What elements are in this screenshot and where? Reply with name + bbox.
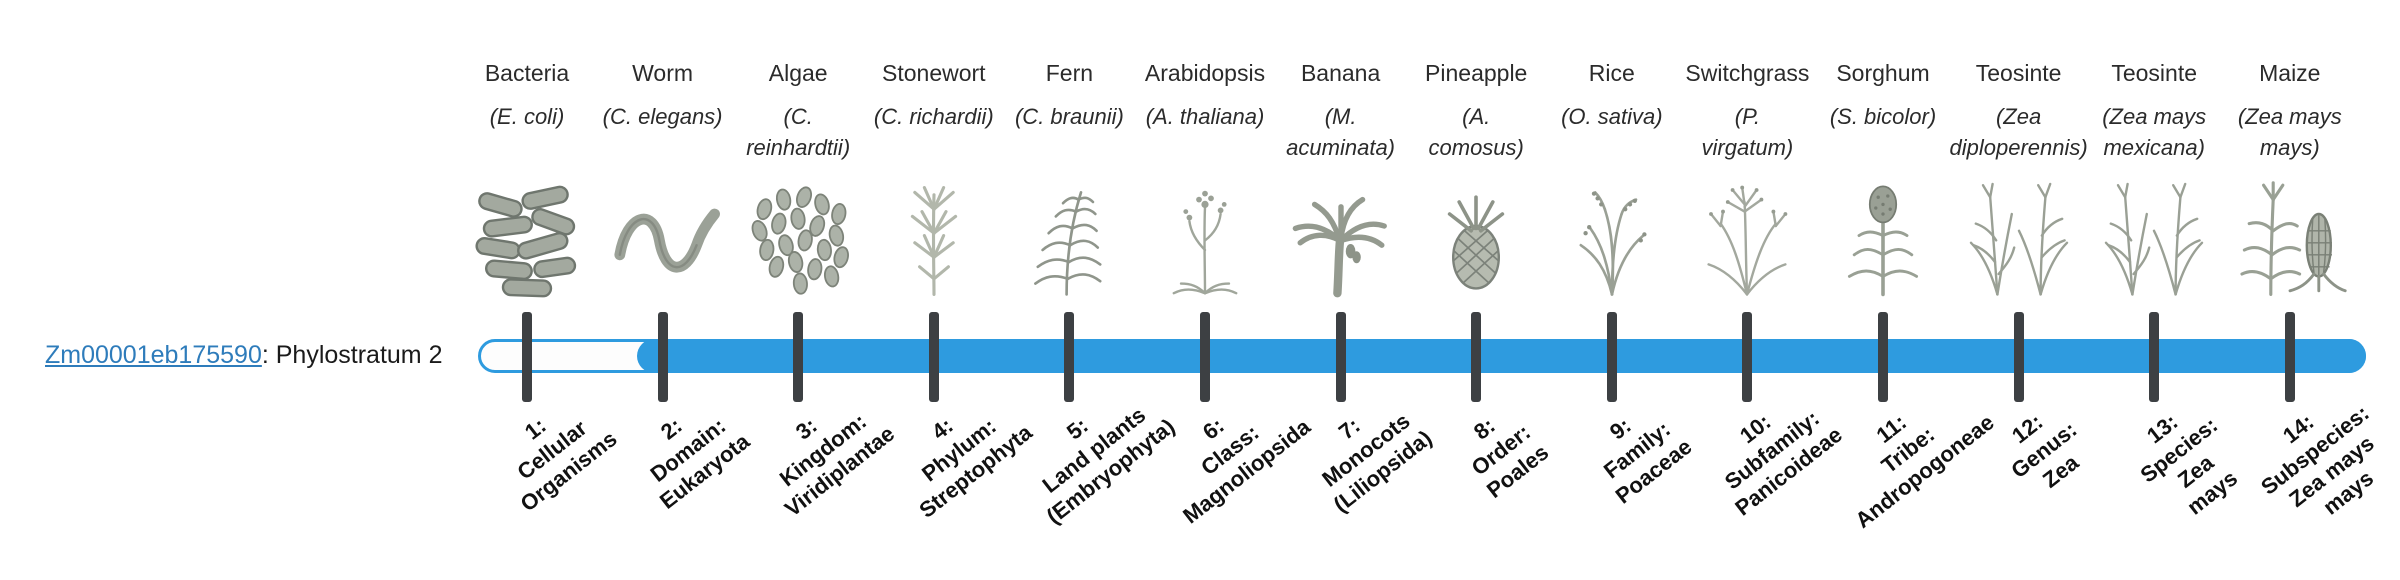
organism-scientific-name-line: (C. braunii)	[1014, 104, 1124, 129]
phylostratum-label-8: 8: Order: Poales	[1448, 396, 1554, 504]
phylostratum-tick-8	[1471, 312, 1482, 402]
phylostratum-bar-fill	[636, 339, 2366, 373]
organism-scientific-name-line: mexicana)	[2103, 135, 2205, 160]
phylostratum-tick-7	[1335, 312, 1346, 402]
organism-common-name: Teosinte	[2111, 60, 2198, 86]
organism-scientific-name-line: diploperennis)	[1949, 135, 2088, 160]
organism-scientific-name: (Zea mays mexicana)	[2102, 101, 2206, 163]
phylostratum-tick-4	[928, 312, 939, 402]
phylostratum-tick-12	[2013, 312, 2024, 402]
phylostratum-label-12: 12: Genus: Zea	[1989, 395, 2099, 505]
phylostratum-label-14: 14: Subspecies: Zea mays mays	[2239, 378, 2400, 543]
organism-scientific-name-line: (Zea mays	[2102, 104, 2207, 129]
banana-icon	[1275, 178, 1407, 298]
organism-scientific-name-line: mays)	[2259, 135, 2320, 160]
gene-phylostratum-text: : Phylostratum 2	[261, 341, 443, 369]
phylostratum-tick-6	[1200, 312, 1210, 402]
organism-scientific-name-line: (C. richardii)	[873, 104, 994, 129]
organism-common-name: Algae	[768, 60, 828, 86]
organism-scientific-name: (C. reinhardtii)	[746, 101, 850, 163]
organism-scientific-name: (O. sativa)	[1561, 101, 1662, 132]
organism-scientific-name-line: (P.	[1734, 104, 1761, 129]
organism-scientific-name: (S. bicolor)	[1830, 101, 1936, 132]
phylostratum-tick-3	[793, 312, 804, 402]
organism-scientific-name: (A. comosus)	[1429, 101, 1524, 163]
organism-common-name: Pineapple	[1425, 60, 1528, 86]
organism-scientific-name-line: (C. elegans)	[602, 104, 723, 129]
algae-icon	[732, 178, 864, 298]
organism-common-name: Teosinte	[1975, 60, 2062, 86]
pineapple-icon	[1410, 178, 1542, 298]
phylostratum-label-13: 13: Species: Zea mays	[2119, 390, 2257, 531]
phylostratum-tick-13	[2149, 312, 2160, 402]
organism-scientific-name: (E. coli)	[490, 101, 565, 132]
stonewort-icon	[868, 178, 1000, 298]
organism-scientific-name: (Zea diploperennis)	[1949, 101, 2087, 163]
phylostratum-tick-2	[657, 312, 668, 402]
organism-scientific-name-line: (A. thaliana)	[1145, 104, 1265, 129]
phylostratum-tick-1	[522, 312, 532, 402]
worm-icon	[597, 178, 729, 298]
phylostratum-label-3: 3: Kingdom: Viridiplantae	[746, 377, 900, 522]
phylostratum-label-2: 2: Domain: Eukaryota	[621, 385, 755, 514]
sorghum-icon	[1817, 178, 1949, 298]
organism-scientific-name: (M. acuminata)	[1286, 101, 1395, 163]
phylostratum-label-7: 7: Monocots (Liliopsida)	[1294, 382, 1436, 518]
organism-scientific-name-line: comosus)	[1428, 135, 1524, 160]
organism-scientific-name: (C. elegans)	[603, 101, 723, 132]
organism-scientific-name: (A. thaliana)	[1146, 101, 1265, 132]
organism-common-name: Stonewort	[882, 60, 986, 86]
organism-common-name: Fern	[1045, 60, 1094, 86]
organism-scientific-name-line: (E. coli)	[489, 104, 565, 129]
phylostratum-label-5: 5: Land plants (Embryophyta)	[1008, 370, 1180, 529]
gene-label: Zm00001eb175590: Phylostratum 2	[45, 341, 443, 370]
organism-common-name: Arabidopsis	[1144, 60, 1266, 86]
phylostratum-label-10: 10: Subfamily: Panicoideae	[1697, 378, 1848, 521]
rice-icon	[1546, 178, 1678, 298]
teosinte-icon	[2088, 178, 2220, 298]
organism-scientific-name-line: (O. sativa)	[1561, 104, 1663, 129]
fern-icon	[1003, 178, 1135, 298]
organism-scientific-name-line: virgatum)	[1701, 135, 1794, 160]
organism-scientific-name-line: (A.	[1462, 104, 1491, 129]
arabidopsis-icon	[1139, 178, 1271, 298]
phylostratum-tick-9	[1606, 312, 1617, 402]
organism-common-name: Worm	[632, 60, 694, 86]
organism-common-name: Maize	[2259, 60, 2321, 86]
organism-common-name: Banana	[1300, 60, 1381, 86]
organism-scientific-name: (C. braunii)	[1015, 101, 1124, 132]
bacteria-icon	[461, 178, 593, 298]
organism-scientific-name: (Zea mays mays)	[2238, 101, 2342, 163]
organism-scientific-name-line: (Zea mays	[2237, 104, 2342, 129]
organism-scientific-name-line: (S. bicolor)	[1829, 104, 1937, 129]
phylostratum-label-1: 1: Cellular Organisms	[482, 383, 622, 518]
phylostratum-tick-5	[1064, 312, 1075, 402]
organism-scientific-name: (P. virgatum)	[1702, 101, 1794, 163]
teosinte-icon	[1953, 178, 2085, 298]
maize-icon	[2224, 178, 2356, 298]
switchgrass-icon	[1681, 178, 1813, 298]
organism-common-name: Switchgrass	[1685, 60, 1810, 86]
phylostratum-label-9: 9: Family: Poaceae	[1577, 391, 1697, 510]
organism-common-name: Bacteria	[484, 60, 570, 86]
organism-scientific-name-line: (M.	[1324, 104, 1357, 129]
phylostratum-tick-11	[1878, 312, 1888, 402]
phylostratum-label-11: 11: Tribe: Andropogoneae	[1817, 366, 2000, 534]
organism-common-name: Rice	[1588, 60, 1635, 86]
organism-scientific-name-line: acuminata)	[1286, 135, 1396, 160]
phylostratum-tick-10	[1742, 312, 1753, 402]
organism-common-name: Sorghum	[1836, 60, 1930, 86]
phylostratum-label-6: 6: Class: Magnoliopsida	[1144, 371, 1315, 530]
organism-scientific-name-line: (C.	[783, 104, 813, 129]
phylostratum-label-4: 4: Phylum: Streptophyta	[880, 376, 1037, 523]
gene-id-link[interactable]: Zm00001eb175590	[45, 341, 262, 369]
organism-scientific-name-line: reinhardtii)	[746, 135, 851, 160]
phylostratum-tick-14	[2284, 312, 2295, 402]
organism-scientific-name: (C. richardii)	[874, 101, 994, 132]
organism-scientific-name-line: (Zea	[1995, 104, 2042, 129]
